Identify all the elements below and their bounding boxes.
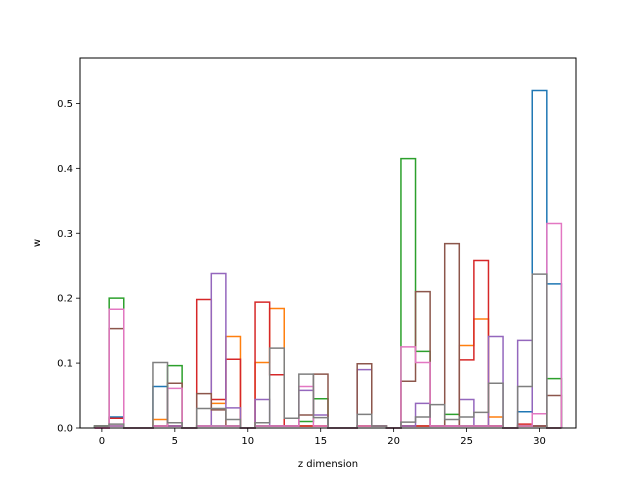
x-axis-label: z dimension xyxy=(298,459,358,470)
y-tick-label: 0.2 xyxy=(57,294,73,305)
x-tick-label: 30 xyxy=(533,436,546,447)
y-tick-label: 0.1 xyxy=(57,359,73,370)
y-axis-label: w xyxy=(32,239,43,247)
y-tick-label: 0.0 xyxy=(57,424,73,435)
x-tick-label: 25 xyxy=(460,436,473,447)
x-tick-label: 15 xyxy=(314,436,327,447)
x-tick-label: 10 xyxy=(241,436,254,447)
y-tick-label: 0.4 xyxy=(57,164,73,175)
x-tick-label: 5 xyxy=(172,436,178,447)
plot-frame xyxy=(79,57,577,429)
y-axis-ticks: 0.0 0.1 0.2 0.3 0.4 0.5 xyxy=(57,99,80,435)
series-layer xyxy=(93,89,563,429)
plot-background xyxy=(80,58,576,428)
x-tick-label: 20 xyxy=(387,436,400,447)
x-axis-ticks: 0 5 10 15 20 25 30 xyxy=(99,428,546,447)
y-tick-label: 0.5 xyxy=(57,99,73,110)
x-tick-label: 0 xyxy=(99,436,105,447)
y-tick-label: 0.3 xyxy=(57,229,73,240)
series-8-step xyxy=(93,273,562,429)
